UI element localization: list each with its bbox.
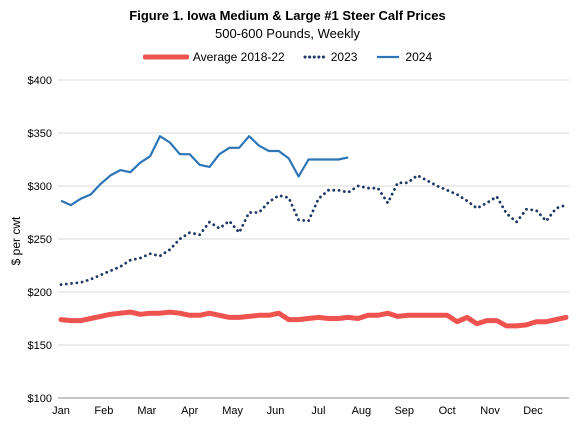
- x-tick-label: Jan: [52, 405, 70, 417]
- x-tick-label: Dec: [523, 405, 543, 417]
- y-tick-label: $350: [28, 128, 52, 140]
- x-tick-label: Oct: [439, 405, 456, 417]
- legend-label-2024: 2024: [405, 50, 433, 64]
- x-tick-label: Sep: [394, 405, 414, 417]
- y-tick-label: $200: [28, 287, 52, 299]
- y-tick-label: $150: [28, 340, 52, 352]
- legend-item-2024: 2024: [375, 50, 432, 64]
- legend-label-2023: 2023: [330, 50, 358, 64]
- chart-subtitle: 500-600 Pounds, Weekly: [214, 26, 361, 41]
- legend-swatch-2023: [303, 55, 327, 59]
- gridlines: [58, 79, 569, 399]
- x-tick-label: Nov: [480, 405, 500, 417]
- series-line-2: [60, 135, 349, 207]
- x-tick-label: Apr: [181, 405, 198, 417]
- x-tick-label: Feb: [94, 405, 113, 417]
- x-tick-labels: Jan Feb Mar Apr May Jun Jul Aug Sep Oct Nov Dec: [52, 405, 543, 417]
- legend-swatch-average: [142, 54, 189, 60]
- y-tick-labels: $100 $150 $200 $250 $300 $350 $400: [28, 75, 52, 405]
- x-tick-label: Jul: [311, 405, 325, 417]
- legend-item-2023: 2023: [303, 50, 358, 64]
- y-tick-label: $250: [28, 234, 52, 246]
- series-lines: [58, 135, 569, 329]
- legend-swatch-2024: [377, 55, 400, 59]
- series-line-1: [59, 173, 568, 287]
- chart-title: Figure 1. Iowa Medium & Large #1 Steer C…: [129, 8, 446, 23]
- x-tick-label: Mar: [137, 405, 156, 417]
- legend-label-average: Average 2018-22: [192, 50, 285, 64]
- y-tick-label: $100: [28, 393, 52, 405]
- legend-item-average: Average 2018-22: [142, 50, 285, 64]
- x-tick-label: Jun: [267, 405, 285, 417]
- x-tick-label: Aug: [352, 405, 372, 417]
- legend: Average 2018-22 2023 2024: [0, 50, 575, 64]
- y-tick-label: $300: [28, 181, 52, 193]
- y-tick-label: $400: [28, 75, 52, 87]
- x-tick-label: May: [222, 405, 243, 417]
- series-line-0: [58, 309, 569, 329]
